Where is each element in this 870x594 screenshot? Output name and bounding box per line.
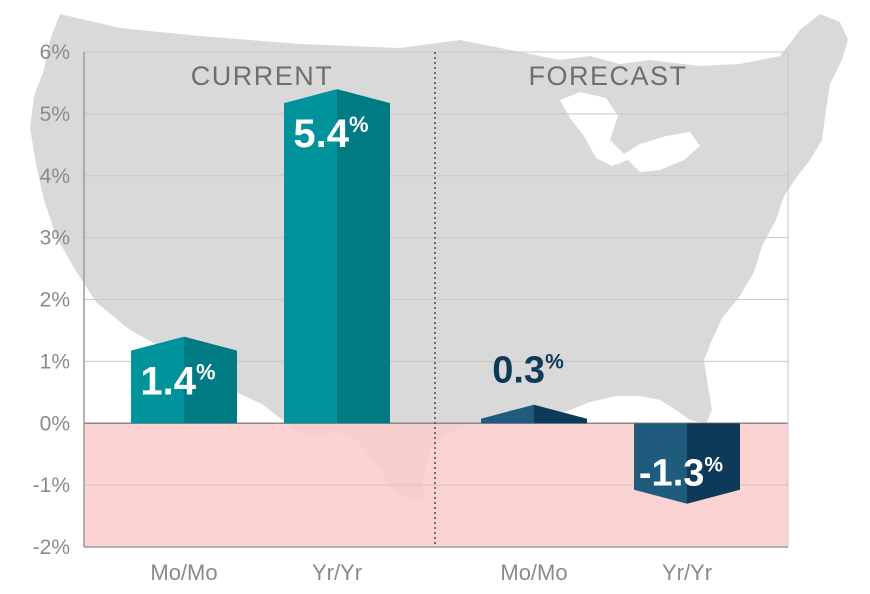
percent-suffix: % (349, 112, 369, 137)
bar-front (284, 89, 337, 424)
x-category-label: Yr/Yr (312, 560, 362, 585)
great-lakes-cutout (560, 92, 700, 172)
y-axis: 6% 5% 4% 3% 2% 1% 0% -1% -2% (33, 41, 789, 559)
y-tick-label: 4% (40, 165, 70, 188)
x-category-label: Mo/Mo (150, 560, 217, 585)
x-category-label: Yr/Yr (662, 560, 712, 585)
panel-title: CURRENT (191, 61, 334, 91)
percent-suffix: % (704, 453, 723, 476)
bar-value-label: 5.4% (293, 112, 368, 156)
percent-suffix: % (545, 351, 564, 374)
y-tick-label: 5% (40, 103, 70, 126)
bars (131, 89, 740, 504)
panel-title: FORECAST (528, 61, 687, 91)
bar-side (687, 423, 740, 504)
y-tick-label: 0% (40, 412, 70, 435)
y-tick-label: 1% (40, 350, 70, 373)
bar-side (337, 89, 390, 424)
y-tick-label: -2% (33, 536, 70, 559)
bar-side (534, 404, 587, 424)
value-labels: 1.4% 5.4% 0.3% -1.3% (140, 112, 723, 494)
y-tick-label: 2% (40, 289, 70, 312)
bar-value-label: 0.3% (492, 350, 564, 392)
x-category-label: Mo/Mo (500, 560, 567, 585)
panel-labels: CURRENT FORECAST (191, 52, 687, 547)
y-tick-label: 3% (40, 227, 70, 250)
bar-front (481, 404, 534, 424)
bar-side (184, 336, 237, 424)
percent-suffix: % (196, 360, 216, 385)
bar-front (131, 336, 184, 424)
bar-front (634, 423, 687, 504)
bar-value-label: 1.4% (140, 360, 215, 404)
bar-value-label: -1.3% (639, 452, 723, 494)
category-labels: Mo/Mo Yr/Yr Mo/Mo Yr/Yr (150, 560, 712, 585)
y-tick-label: 6% (40, 41, 70, 64)
y-tick-label: -1% (33, 474, 70, 497)
